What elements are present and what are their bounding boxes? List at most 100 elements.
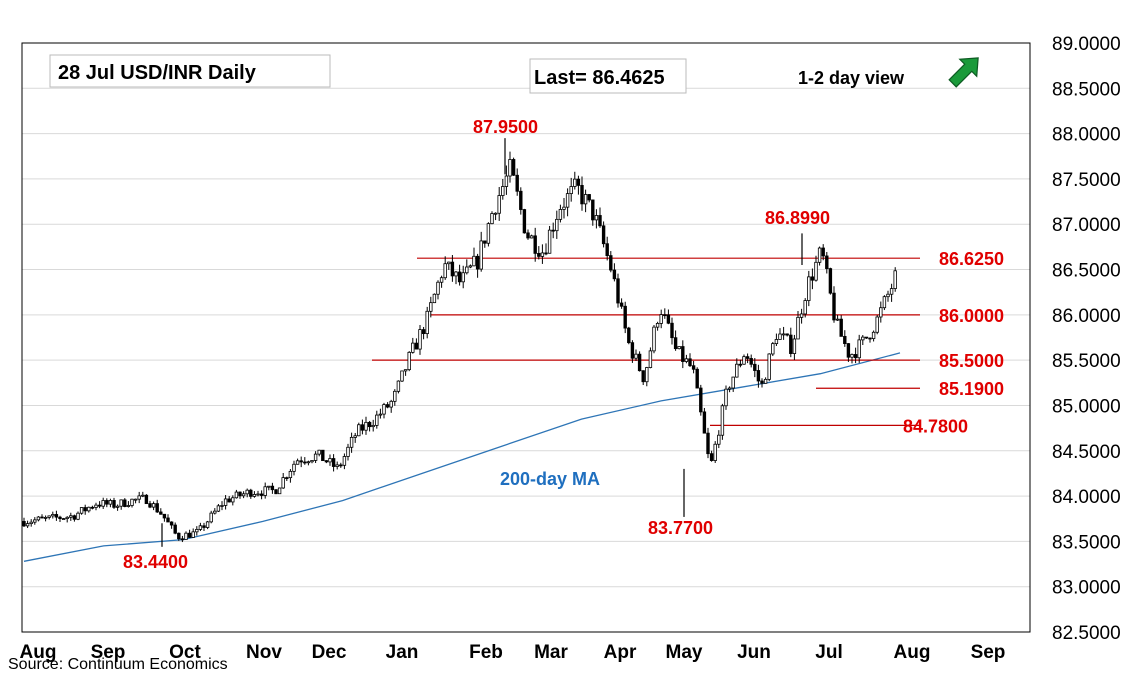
candle-body	[483, 240, 487, 244]
candle-body	[418, 329, 422, 350]
candle-body	[763, 378, 768, 384]
y-tick-label: 86.5000	[1052, 261, 1121, 282]
candle-body	[227, 498, 231, 503]
candle-body	[781, 333, 786, 336]
candle-body	[839, 318, 843, 337]
candle-body	[720, 405, 725, 436]
level-labels: 86.6250 86.0000 85.5000 85.1900 84.7800 87.95…	[123, 117, 1004, 572]
candle-body	[58, 516, 62, 520]
candle-body	[407, 351, 411, 371]
candle-body	[43, 517, 48, 519]
candle-body	[792, 338, 797, 354]
candle-body	[767, 353, 771, 380]
candle-body	[612, 269, 617, 280]
candle-body	[745, 356, 750, 359]
candle-body	[295, 460, 300, 465]
candle-body	[893, 270, 897, 289]
candle-body	[259, 493, 264, 496]
title-box	[49, 54, 331, 88]
candle-body	[807, 276, 811, 301]
candle-body	[202, 525, 206, 528]
candle-body	[29, 521, 33, 525]
candle-body	[339, 464, 343, 467]
y-tick-label: 85.5000	[1052, 351, 1121, 372]
y-tick-label: 82.5000	[1052, 623, 1121, 644]
candle-body	[742, 356, 746, 365]
candle-body	[234, 491, 239, 499]
candle-body	[378, 413, 383, 416]
candle-body	[515, 174, 519, 192]
candle-body	[727, 387, 732, 390]
price-annotation: 83.4400	[123, 552, 188, 572]
candle-body	[148, 503, 152, 508]
candle-body	[299, 460, 303, 463]
x-tick-label: Sep	[971, 642, 1006, 663]
y-tick-label: 84.0000	[1052, 487, 1121, 508]
candle-body	[22, 521, 26, 527]
candle-body	[306, 461, 311, 464]
candle-body	[637, 353, 642, 372]
candle-body	[349, 436, 354, 448]
candle-body	[191, 531, 195, 538]
candle-body	[522, 209, 527, 234]
candle-body	[659, 314, 663, 324]
candle-body	[76, 512, 80, 520]
candle-body	[187, 532, 192, 538]
candle-body	[562, 206, 566, 210]
candle-body	[54, 514, 59, 518]
level-lines	[372, 257, 920, 426]
candle-body	[501, 186, 505, 196]
y-tick-label: 87.5000	[1052, 170, 1121, 191]
candle-body	[785, 333, 789, 336]
candle-body	[331, 458, 336, 467]
candle-body	[238, 491, 242, 497]
candle-body	[853, 354, 858, 359]
candle-body	[443, 263, 447, 279]
candle-body	[583, 194, 588, 205]
candle-body	[731, 376, 735, 389]
x-tick-label: Nov	[246, 642, 282, 663]
candle-body	[457, 271, 462, 283]
candle-body	[681, 346, 685, 362]
candle-body	[292, 463, 296, 472]
candle-body	[126, 505, 131, 507]
candle-body	[519, 190, 523, 210]
candle-body	[803, 300, 807, 315]
candle-body	[40, 516, 44, 519]
x-axis-labels: Aug Sep Oct Nov Dec Jan Feb Mar Apr May Jun Jul Aug S…	[20, 642, 1006, 663]
candle-body	[760, 380, 764, 384]
candles	[22, 138, 897, 547]
candle-body	[47, 515, 51, 518]
candle-body	[245, 489, 249, 495]
candle-body	[249, 489, 253, 497]
candle-body	[864, 336, 869, 339]
x-tick-label: Aug	[894, 642, 931, 663]
candle-body	[403, 369, 408, 372]
candle-body	[69, 515, 73, 518]
candle-body	[677, 346, 681, 350]
candle-body	[385, 404, 390, 408]
candle-body	[400, 370, 404, 382]
candle-body	[555, 218, 559, 232]
arrow-up-right-icon	[948, 57, 979, 88]
level-label: 86.6250	[939, 249, 1004, 269]
candle-body	[472, 255, 476, 267]
x-tick-label: Jan	[386, 642, 419, 663]
candle-body	[393, 390, 397, 402]
candle-body	[411, 342, 415, 353]
candle-body	[544, 252, 548, 255]
candle-body	[33, 519, 37, 523]
candle-body	[835, 318, 840, 321]
candle-body	[630, 342, 635, 359]
candle-body	[133, 498, 138, 501]
candle-body	[353, 435, 357, 438]
candle-body	[220, 505, 224, 507]
candle-body	[382, 404, 386, 415]
candle-body	[310, 460, 314, 463]
candle-body	[468, 265, 473, 268]
candle-body	[198, 525, 203, 530]
candle-body	[151, 503, 156, 508]
candle-body	[648, 350, 653, 368]
candle-body	[303, 461, 307, 464]
candle-body	[177, 532, 181, 540]
